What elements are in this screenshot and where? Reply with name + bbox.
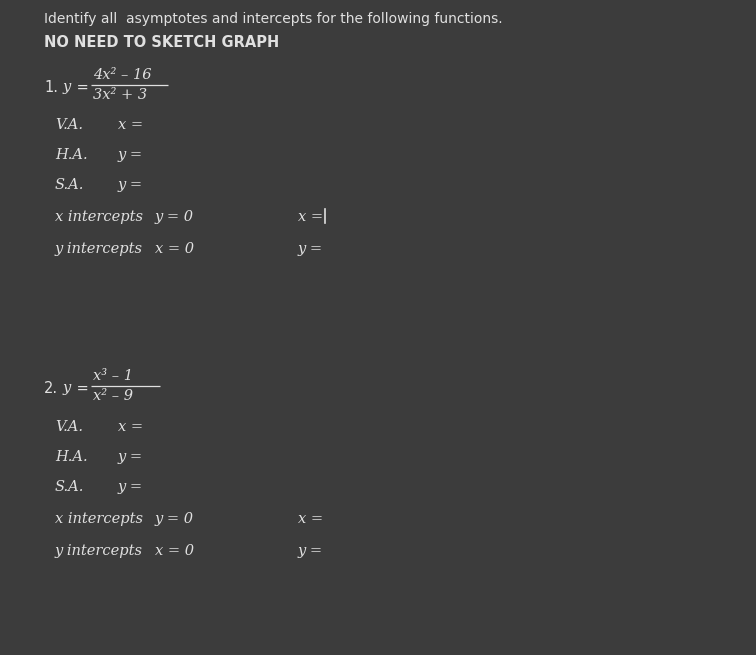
Text: 4x² – 16: 4x² – 16 — [93, 68, 151, 82]
Text: y intercepts: y intercepts — [55, 242, 143, 256]
Text: y = 0: y = 0 — [155, 210, 194, 224]
Text: 3x² + 3: 3x² + 3 — [93, 88, 147, 102]
Text: 2.: 2. — [44, 381, 58, 396]
Text: =: = — [72, 381, 88, 396]
Text: V.A.: V.A. — [55, 118, 83, 132]
Text: y =: y = — [118, 450, 143, 464]
Text: x = 0: x = 0 — [155, 544, 194, 558]
Text: y =: y = — [118, 148, 143, 162]
Text: x³ – 1: x³ – 1 — [93, 369, 133, 383]
Text: y = 0: y = 0 — [155, 512, 194, 526]
Text: x =: x = — [298, 512, 323, 526]
Text: V.A.: V.A. — [55, 420, 83, 434]
Text: x² – 9: x² – 9 — [93, 389, 133, 403]
Text: x =: x = — [298, 210, 323, 224]
Text: x =: x = — [118, 118, 143, 132]
Text: S.A.: S.A. — [55, 178, 85, 192]
Text: x =: x = — [118, 420, 143, 434]
Text: S.A.: S.A. — [55, 480, 85, 494]
Text: Identify all  asymptotes and intercepts for the following functions.: Identify all asymptotes and intercepts f… — [44, 12, 503, 26]
Text: y: y — [63, 381, 71, 395]
Text: y: y — [63, 80, 71, 94]
Text: y =: y = — [298, 242, 323, 256]
Text: =: = — [72, 80, 88, 95]
Text: y =: y = — [118, 480, 143, 494]
Text: 1.: 1. — [44, 80, 58, 95]
Text: H.A.: H.A. — [55, 148, 88, 162]
Text: H.A.: H.A. — [55, 450, 88, 464]
Text: x = 0: x = 0 — [155, 242, 194, 256]
Text: x intercepts: x intercepts — [55, 512, 143, 526]
Text: y =: y = — [118, 178, 143, 192]
Text: NO NEED TO SKETCH GRAPH: NO NEED TO SKETCH GRAPH — [44, 35, 279, 50]
Text: y =: y = — [298, 544, 323, 558]
Text: y intercepts: y intercepts — [55, 544, 143, 558]
Text: x intercepts: x intercepts — [55, 210, 143, 224]
